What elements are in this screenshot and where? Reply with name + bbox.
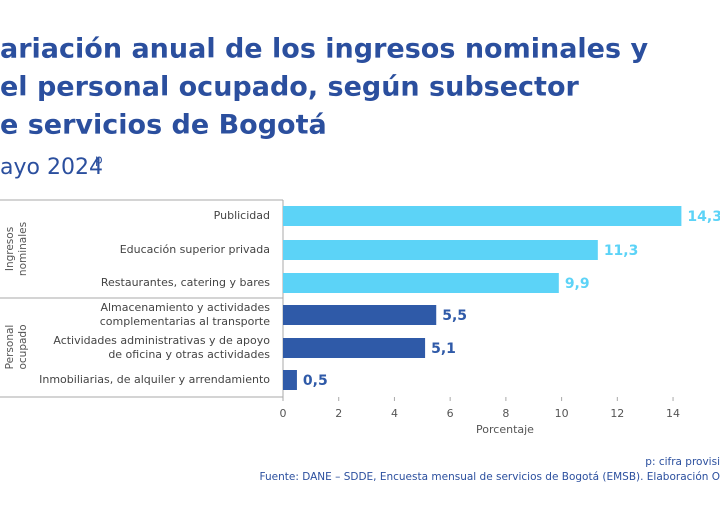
bar [283, 305, 437, 325]
group-label: Ingresos [4, 227, 16, 271]
group-label: ocupado [17, 324, 29, 369]
bar [283, 206, 682, 226]
category-label: Almacenamiento y actividades [100, 301, 270, 314]
category-label: Inmobiliarias, de alquiler y arrendamien… [39, 373, 270, 386]
bar [283, 370, 297, 390]
x-tick-label: 12 [610, 407, 624, 420]
category-label: Publicidad [214, 209, 270, 222]
subtitle: ayo 2024 [0, 155, 103, 180]
value-label: 5,5 [442, 308, 467, 324]
bar [283, 240, 598, 260]
x-tick-label: 8 [502, 407, 509, 420]
value-label: 14,3 [687, 209, 720, 225]
bar [283, 273, 559, 293]
note: p: cifra provisi [645, 456, 720, 468]
x-tick-label: 2 [335, 407, 342, 420]
subtitle-superscript: p [95, 153, 103, 167]
value-label: 0,5 [303, 373, 328, 389]
source: Fuente: DANE – SDDE, Encuesta mensual de… [260, 471, 720, 483]
category-label: Restaurantes, catering y bares [101, 276, 270, 289]
x-tick-label: 6 [447, 407, 454, 420]
category-label: de oficina y otras actividades [108, 348, 270, 361]
category-label: Educación superior privada [120, 243, 270, 256]
chart-title: ariación anual de los ingresos nominales… [0, 34, 648, 65]
x-axis-label: Porcentaje [476, 423, 534, 436]
x-tick-label: 4 [391, 407, 398, 420]
value-label: 9,9 [565, 276, 590, 292]
category-label: complementarias al transporte [100, 315, 270, 328]
x-tick-label: 14 [666, 407, 680, 420]
chart-title: e servicios de Bogotá [0, 110, 327, 141]
x-tick-label: 10 [555, 407, 569, 420]
x-tick-label: 0 [280, 407, 287, 420]
category-label: Actividades administrativas y de apoyo [53, 334, 270, 347]
group-label: Personal [4, 325, 16, 370]
value-label: 11,3 [604, 243, 639, 259]
group-label: nominales [17, 222, 29, 276]
value-label: 5,1 [431, 341, 456, 357]
bar [283, 338, 426, 358]
chart-title: el personal ocupado, según subsector [0, 72, 580, 103]
